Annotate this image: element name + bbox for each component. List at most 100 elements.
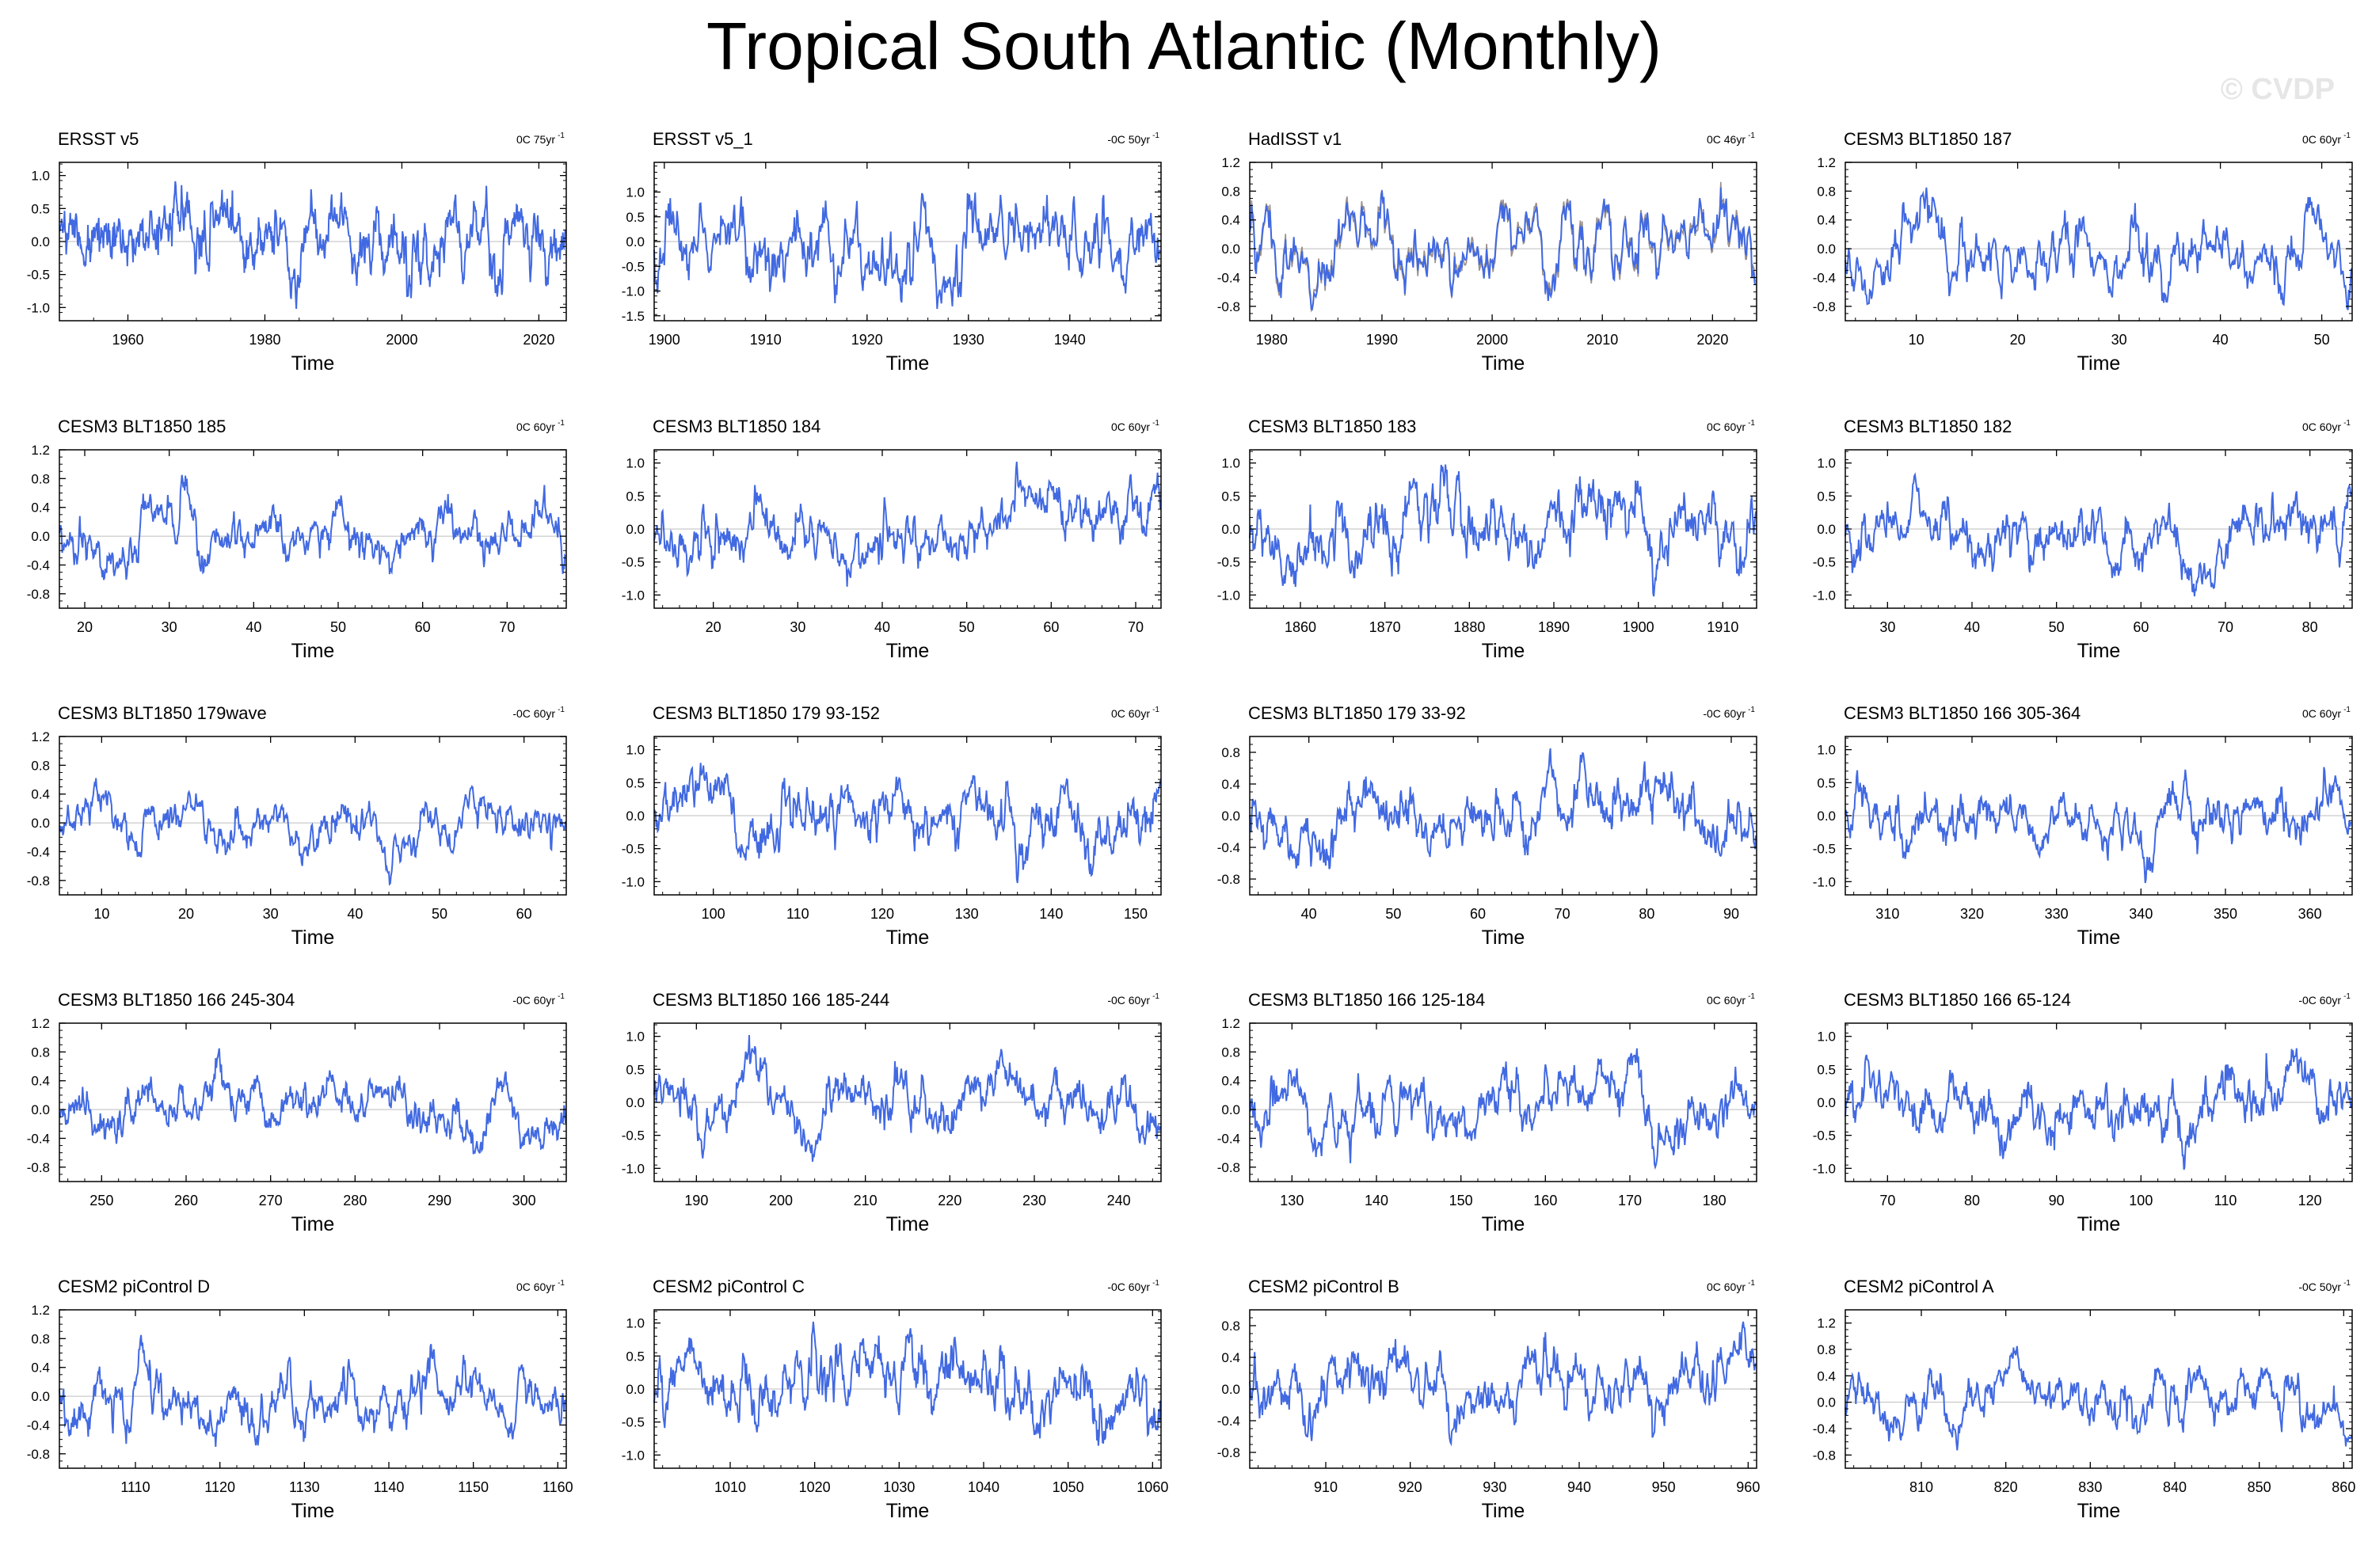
x-tick-label: 1160 bbox=[543, 1479, 573, 1495]
y-tick-label: -0.8 bbox=[27, 587, 50, 602]
x-tick-label: 70 bbox=[499, 619, 515, 635]
x-tick-label: 110 bbox=[786, 906, 809, 922]
y-tick-label: 1.0 bbox=[626, 1029, 645, 1045]
x-tick-label: 1060 bbox=[1136, 1479, 1168, 1495]
x-tick-label: 260 bbox=[174, 1193, 198, 1208]
x-axis-label: Time bbox=[886, 1213, 930, 1235]
x-axis-label: Time bbox=[291, 1500, 335, 1522]
y-tick-label: 0.5 bbox=[31, 201, 50, 216]
y-tick-label: 0.0 bbox=[1221, 242, 1240, 257]
x-axis-label: Time bbox=[1482, 352, 1525, 375]
y-tick-label: 0.4 bbox=[1817, 1368, 1836, 1383]
y-tick-label: 0.0 bbox=[626, 1382, 645, 1397]
x-tick-label: 1980 bbox=[1256, 332, 1288, 348]
x-tick-label: 140 bbox=[1039, 906, 1063, 922]
series-line bbox=[1845, 1345, 2353, 1451]
x-tick-label: 70 bbox=[2218, 619, 2233, 635]
panel-title: CESM3 BLT1850 166 65-124 bbox=[1844, 990, 2071, 1010]
x-tick-label: 830 bbox=[2078, 1479, 2102, 1495]
y-tick-label: 0.0 bbox=[1817, 809, 1836, 824]
panel-16: CESM3 BLT1850 166 65-124 -0C 60yr -1 70 80 90… bbox=[1813, 990, 2353, 1235]
panel-title: CESM3 BLT1850 166 185-244 bbox=[653, 990, 889, 1010]
x-tick-label: 1130 bbox=[289, 1479, 320, 1495]
panel-title: CESM2 piControl C bbox=[653, 1277, 805, 1296]
x-tick-label: 10 bbox=[1909, 332, 1924, 348]
y-tick-label: -0.4 bbox=[27, 558, 50, 573]
panel-trend-rate: 0C 60yr bbox=[516, 1281, 555, 1293]
x-tick-label: 1990 bbox=[1366, 332, 1398, 348]
x-tick-label: 1870 bbox=[1369, 619, 1401, 635]
y-tick-label: -0.4 bbox=[1813, 270, 1836, 285]
series-line bbox=[1249, 1048, 1757, 1170]
x-tick-label: 1020 bbox=[799, 1479, 831, 1495]
y-tick-label: 0.8 bbox=[1221, 1319, 1240, 1334]
panel-trend-rate: 0C 60yr bbox=[1707, 994, 1746, 1007]
x-tick-label: 280 bbox=[343, 1193, 367, 1208]
x-tick-label: 2000 bbox=[386, 332, 417, 348]
x-axis-label: Time bbox=[291, 640, 335, 662]
y-tick-label: 0.4 bbox=[1817, 213, 1836, 228]
x-tick-label: 160 bbox=[1533, 1193, 1557, 1208]
y-tick-label: 0.0 bbox=[31, 529, 50, 544]
x-tick-label: 1150 bbox=[458, 1479, 489, 1495]
panel-9: CESM3 BLT1850 179wave -0C 60yr -1 10 20 30 40 5… bbox=[27, 703, 567, 949]
x-tick-label: 120 bbox=[2298, 1193, 2322, 1208]
series-line bbox=[1845, 767, 2352, 884]
y-tick-label: -1.0 bbox=[622, 284, 645, 299]
series-line bbox=[1845, 472, 2353, 597]
x-tick-label: 320 bbox=[1960, 906, 1984, 922]
y-tick-label: 0.0 bbox=[1817, 522, 1836, 537]
panel-title: CESM3 BLT1850 166 245-304 bbox=[58, 990, 295, 1010]
y-tick-label: 1.0 bbox=[626, 185, 645, 200]
panel-trend-exponent: -1 bbox=[1152, 419, 1159, 428]
x-tick-label: 100 bbox=[2129, 1193, 2153, 1208]
x-tick-label: 810 bbox=[1909, 1479, 1933, 1495]
x-tick-label: 1940 bbox=[1054, 332, 1086, 348]
x-tick-label: 50 bbox=[2314, 332, 2330, 348]
y-tick-label: 0.4 bbox=[31, 1361, 50, 1376]
x-tick-label: 1110 bbox=[120, 1479, 150, 1495]
x-axis-label: Time bbox=[2077, 1500, 2121, 1522]
comparison-series-line bbox=[1249, 181, 1757, 313]
x-tick-label: 1900 bbox=[1623, 619, 1654, 635]
x-axis-label: Time bbox=[886, 640, 930, 662]
y-tick-label: -0.4 bbox=[27, 1131, 50, 1146]
y-tick-label: 0.0 bbox=[31, 1102, 50, 1117]
panel-trend-exponent: -1 bbox=[2343, 1279, 2351, 1288]
panel-12: CESM3 BLT1850 166 305-364 0C 60yr -1 310 320… bbox=[1813, 703, 2353, 949]
x-tick-label: 240 bbox=[1107, 1193, 1131, 1208]
x-tick-label: 300 bbox=[512, 1193, 536, 1208]
panel-title: CESM3 BLT1850 166 305-364 bbox=[1844, 703, 2081, 723]
panel-trend-rate: -0C 60yr bbox=[512, 707, 555, 720]
x-tick-label: 180 bbox=[1703, 1193, 1727, 1208]
y-tick-label: 0.8 bbox=[1221, 745, 1240, 760]
series-line bbox=[59, 474, 566, 580]
x-tick-label: 360 bbox=[2298, 906, 2322, 922]
y-tick-label: -0.4 bbox=[1813, 1421, 1836, 1437]
y-tick-label: 1.0 bbox=[626, 743, 645, 758]
panel-6: CESM3 BLT1850 184 0C 60yr -1 20 30 40 50 60 70 1.… bbox=[622, 417, 1162, 662]
y-tick-label: 0.8 bbox=[1221, 184, 1240, 199]
panel-11: CESM3 BLT1850 179 33-92 -0C 60yr -1 40 50 60 7… bbox=[1217, 703, 1757, 949]
y-tick-label: 1.2 bbox=[31, 1016, 50, 1031]
y-tick-label: 0.4 bbox=[1221, 213, 1240, 228]
panel-trend-rate: 0C 60yr bbox=[2302, 707, 2341, 720]
series-line bbox=[1249, 748, 1757, 870]
x-tick-label: 200 bbox=[769, 1193, 793, 1208]
y-tick-label: 0.4 bbox=[1221, 1350, 1240, 1365]
x-tick-label: 860 bbox=[2332, 1479, 2355, 1495]
y-tick-label: -0.4 bbox=[27, 844, 50, 859]
x-tick-label: 250 bbox=[89, 1193, 113, 1208]
cvdp-credit: © CVDP bbox=[2220, 73, 2335, 106]
x-axis-label: Time bbox=[291, 352, 335, 375]
x-tick-label: 20 bbox=[77, 619, 93, 635]
y-tick-label: -0.5 bbox=[622, 1128, 645, 1144]
x-tick-label: 150 bbox=[1449, 1193, 1473, 1208]
y-tick-label: 0.5 bbox=[1817, 775, 1836, 790]
y-tick-label: 0.0 bbox=[31, 234, 50, 249]
panel-trend-exponent: -1 bbox=[1748, 1279, 1755, 1288]
y-tick-label: -0.8 bbox=[27, 1447, 50, 1462]
x-tick-label: 40 bbox=[874, 619, 890, 635]
x-tick-label: 1040 bbox=[968, 1479, 999, 1495]
plot-frame bbox=[1845, 1309, 2353, 1469]
